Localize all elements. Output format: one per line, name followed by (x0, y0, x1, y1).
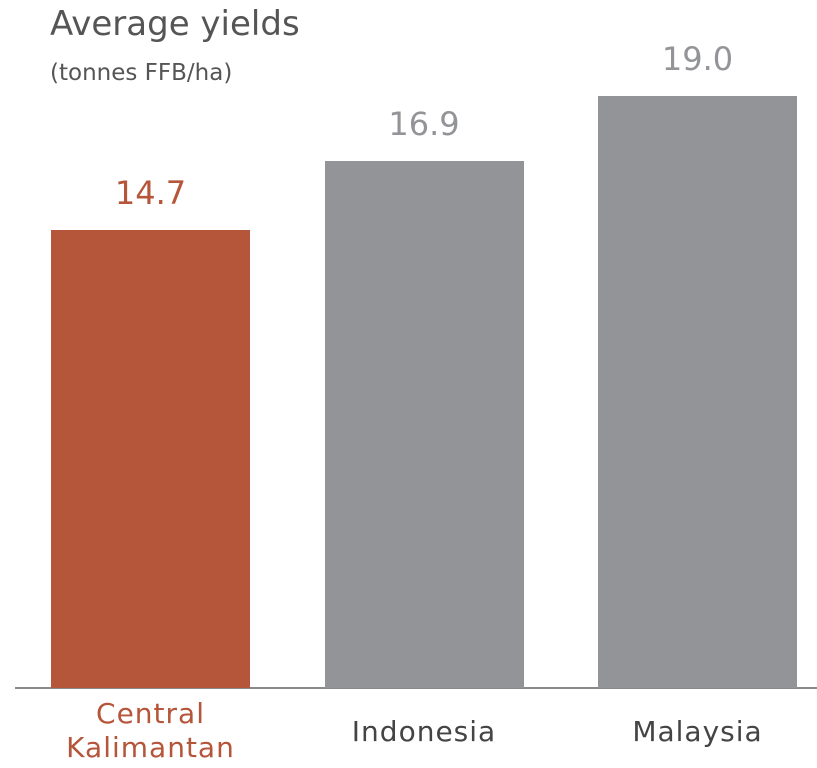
x-tick-label: Malaysia (632, 715, 763, 748)
chart-subtitle: (tonnes FFB/ha) (50, 60, 233, 86)
x-tick-label: Central Kalimantan (66, 697, 235, 764)
value-label: 19.0 (661, 40, 734, 78)
baseline (15, 687, 817, 689)
value-label: 14.7 (114, 173, 187, 212)
bar (324, 161, 524, 688)
chart-title: Average yields (50, 4, 300, 44)
bar (598, 96, 797, 688)
value-label: 16.9 (388, 105, 460, 144)
x-tick-label: Indonesia (351, 715, 497, 748)
bar (51, 229, 250, 688)
